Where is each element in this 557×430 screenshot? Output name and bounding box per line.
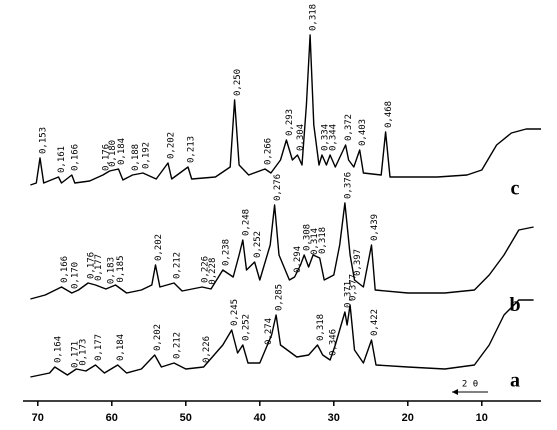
peak-label: 0,180	[108, 140, 118, 167]
peak-label: 0,344	[329, 124, 339, 151]
peak-label: 0,318	[318, 227, 328, 254]
peak-label: 0,202	[167, 132, 177, 159]
peak-label: 0,318	[309, 4, 319, 31]
peak-label: 0,176	[101, 144, 111, 171]
peak-label: 0,238	[221, 239, 231, 266]
peak-label: 0,274	[264, 318, 274, 345]
peak-label: 0,245	[230, 299, 240, 326]
peak-label: 0,377	[349, 274, 359, 301]
peak-label: 0,250	[233, 69, 243, 96]
trace	[30, 202, 534, 300]
x-tick-label: 30	[328, 412, 340, 424]
peak-label: 0,192	[141, 142, 151, 169]
peak-label: 0,170	[70, 262, 80, 289]
peak-label: 0,346	[329, 329, 339, 356]
x-tick-label: 10	[476, 412, 488, 424]
peak-label: 0,372	[344, 114, 354, 141]
peak-label: 0,304	[296, 124, 306, 151]
peak-label: 0,371	[343, 281, 353, 308]
peak-label: 0,403	[358, 119, 368, 146]
peak-label: 0,176	[87, 252, 97, 279]
peak-label: 0,202	[154, 234, 164, 261]
peak-label: 0,188	[131, 144, 141, 171]
peak-label: 0,376	[343, 172, 353, 199]
peak-label: 0,276	[273, 174, 283, 201]
peak-label: 0,248	[241, 209, 251, 236]
x-tick-label: 20	[402, 412, 414, 424]
peak-label: 0,173	[79, 339, 89, 366]
peak-label: 0,166	[60, 256, 70, 283]
peak-label: 0,153	[39, 127, 49, 154]
peak-label: 0,177	[94, 254, 104, 281]
peak-label: 0,285	[275, 284, 285, 311]
peak-label: 0,212	[173, 332, 183, 359]
peak-label: 0,468	[384, 101, 394, 128]
peak-label: 0,226	[201, 256, 211, 283]
peak-label: 0,252	[253, 231, 263, 258]
peak-label: 0,202	[153, 324, 163, 351]
peak-label: 0,212	[173, 252, 183, 279]
peak-label: 0,308	[303, 224, 313, 251]
x-tick-label: 40	[254, 412, 266, 424]
peak-label: 0,166	[70, 144, 80, 171]
trace	[30, 299, 534, 378]
peak-label: 0,171	[70, 341, 80, 368]
peak-label: 0,226	[202, 336, 212, 363]
x-axis-label: 2 θ	[462, 380, 478, 390]
peak-label: 0,164	[53, 336, 63, 363]
peak-label: 0,228	[208, 258, 218, 285]
peak-label: 0,397	[353, 249, 363, 276]
series-label: a	[510, 370, 520, 392]
peak-label: 0,294	[293, 246, 303, 273]
peak-label: 0,184	[117, 138, 127, 165]
series-label: c	[511, 178, 520, 200]
peak-label: 0,184	[116, 334, 126, 361]
trace	[30, 34, 541, 186]
peak-label: 0,293	[285, 109, 295, 136]
peak-label: 0,314	[310, 228, 320, 255]
peak-label: 0,439	[370, 214, 380, 241]
series-label: b	[509, 294, 520, 316]
peak-label: 0,422	[370, 309, 380, 336]
x-tick-label: 60	[106, 412, 118, 424]
peak-label: 0,334	[321, 124, 331, 151]
peak-label: 0,183	[107, 257, 117, 284]
peak-label: 0,213	[187, 136, 197, 163]
peak-label: 0,252	[241, 314, 251, 341]
peak-label: 0,177	[94, 334, 104, 361]
peak-label: 0,161	[57, 146, 67, 173]
x-tick-label: 70	[32, 412, 44, 424]
peak-label: 0,185	[116, 256, 126, 283]
arrow-head	[452, 389, 458, 395]
peak-label: 0,318	[316, 314, 326, 341]
x-tick-label: 50	[180, 412, 192, 424]
peak-label: 0,266	[264, 138, 274, 165]
